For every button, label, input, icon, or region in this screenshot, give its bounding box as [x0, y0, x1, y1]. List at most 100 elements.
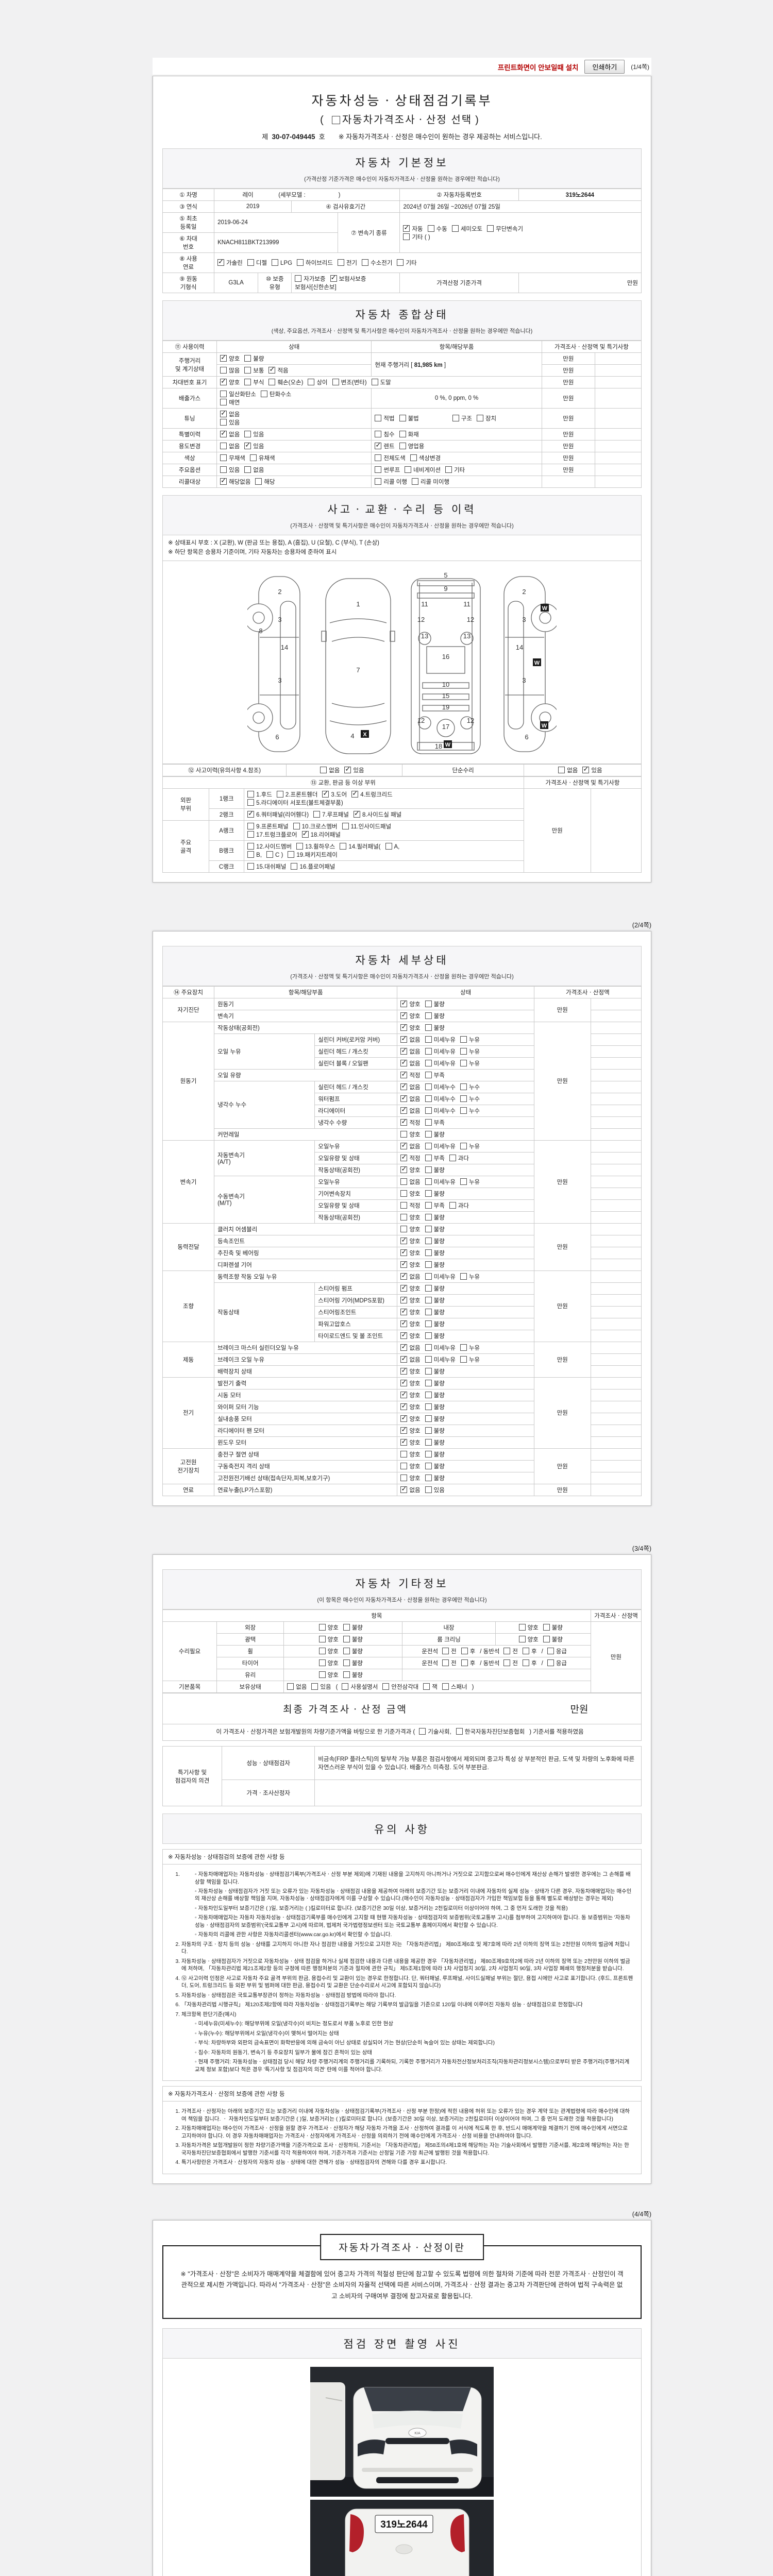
checkbox-option[interactable]: 19.패키지트레이 [288, 851, 338, 859]
checkbox-option[interactable]: 영업용 [399, 442, 424, 450]
checkbox-option[interactable]: 적정 [400, 1201, 421, 1210]
checkbox-option[interactable]: 있음 [220, 466, 240, 474]
checkbox-option[interactable]: 해당 [255, 478, 275, 486]
checkbox-option[interactable]: 있음 [311, 1683, 331, 1691]
checkbox-option[interactable]: 불량 [425, 1320, 445, 1328]
checkbox-checked-icon[interactable] [400, 1165, 408, 1173]
checkbox-icon[interactable] [400, 1474, 408, 1481]
checkbox-option[interactable]: 누유 [460, 1344, 480, 1352]
checkbox-option[interactable]: 양호 [400, 1260, 421, 1269]
checkbox-checked-icon[interactable] [220, 377, 227, 385]
checkbox-option[interactable]: 도말 [371, 378, 391, 386]
checkbox-option[interactable]: 불량 [425, 1225, 445, 1233]
checkbox-icon[interactable] [460, 1355, 467, 1363]
checkbox-checked-icon[interactable] [400, 1307, 408, 1315]
checkbox-icon[interactable] [425, 1462, 432, 1469]
checkbox-option[interactable]: 미세누수 [425, 1083, 456, 1091]
checkbox-icon[interactable] [425, 1237, 432, 1244]
checkbox-icon[interactable] [425, 1450, 432, 1458]
checkbox-option[interactable]: 장치 [476, 414, 496, 422]
checkbox-option[interactable]: 수소전기 [362, 259, 392, 267]
checkbox-icon[interactable] [425, 1178, 432, 1185]
checkbox-icon[interactable] [318, 1647, 326, 1654]
checkbox-option[interactable]: 양호 [400, 1165, 421, 1174]
checkbox-icon[interactable] [460, 1095, 467, 1102]
checkbox-icon[interactable] [308, 379, 315, 385]
checkbox-icon[interactable] [543, 1623, 550, 1631]
checkbox-option[interactable]: 변조(변타) [332, 378, 367, 386]
checkbox-option[interactable]: 미세누수 [425, 1107, 456, 1115]
checkbox-option[interactable]: 무채색 [220, 454, 245, 462]
checkbox-option[interactable]: 미세누유 [425, 1355, 456, 1364]
checkbox-option[interactable]: 보통 [244, 366, 264, 375]
checkbox-option[interactable]: 미세누유 [425, 1142, 456, 1150]
checkbox-icon[interactable] [425, 1332, 432, 1339]
checkbox-option[interactable]: 누유 [460, 1059, 480, 1067]
checkbox-option[interactable]: 있음 [344, 765, 364, 774]
checkbox-option[interactable]: 미세누수 [425, 1095, 456, 1103]
checkbox-option[interactable]: 불량 [343, 1635, 363, 1643]
checkbox-option[interactable]: 없음 [320, 766, 340, 774]
checkbox-option[interactable]: 색상변경 [410, 454, 441, 462]
checkbox-checked-icon[interactable] [400, 1272, 408, 1280]
checkbox-icon[interactable] [425, 1083, 432, 1090]
checkbox-option[interactable]: 안전삼각대 [382, 1683, 418, 1691]
checkbox-option[interactable]: 불량 [425, 1367, 445, 1376]
checkbox-icon[interactable] [425, 1166, 432, 1173]
checkbox-icon[interactable] [220, 367, 227, 374]
checkbox-icon[interactable] [425, 1261, 432, 1268]
checkbox-option[interactable]: 무단변속기 [487, 225, 523, 233]
checkbox-option[interactable]: 침수 [375, 430, 395, 438]
checkbox-icon[interactable] [397, 259, 404, 266]
checkbox-icon[interactable] [518, 1635, 526, 1642]
checkbox-checked-icon[interactable] [400, 1402, 408, 1410]
checkbox-checked-icon[interactable] [400, 1295, 408, 1303]
checkbox-icon[interactable] [518, 1623, 526, 1631]
checkbox-icon[interactable] [371, 379, 378, 385]
checkbox-icon[interactable] [244, 355, 251, 362]
checkbox-icon[interactable] [375, 478, 382, 485]
checkbox-option[interactable]: 8.사이드실 패널 [353, 809, 401, 819]
checkbox-option[interactable]: 적법 [375, 414, 395, 422]
checkbox-option[interactable]: 전기 [337, 259, 357, 267]
checkbox-option[interactable]: 16.플로어패널 [291, 862, 335, 871]
checkbox-option[interactable]: 부족 [425, 1071, 445, 1079]
checkbox-icon[interactable] [425, 1474, 432, 1481]
checkbox-option[interactable]: 13.휠하우스 [296, 842, 335, 851]
checkbox-option[interactable]: 양호 [400, 1331, 421, 1340]
checkbox-option[interactable]: 전체도색 [375, 454, 406, 462]
checkbox-icon[interactable] [247, 831, 255, 838]
checkbox-icon[interactable] [425, 1320, 432, 1327]
checkbox-option[interactable]: 미세누유 [425, 1178, 456, 1186]
checkbox-icon[interactable] [311, 1683, 318, 1690]
checkbox-option[interactable]: 불량 [425, 1403, 445, 1411]
checkbox-option[interactable]: 없음 [400, 1106, 421, 1115]
checkbox-option[interactable]: 불법 [399, 414, 419, 422]
checkbox-option[interactable]: 불량 [343, 1671, 363, 1679]
checkbox-option[interactable]: 네비게이션 [405, 466, 441, 474]
checkbox-icon[interactable] [425, 1249, 432, 1256]
checkbox-checked-icon[interactable] [400, 1141, 408, 1149]
checkbox-option[interactable]: 있음 [425, 1486, 445, 1494]
checkbox-option[interactable]: 양호 [400, 1283, 421, 1293]
checkbox-option[interactable]: 적음 [268, 365, 289, 375]
checkbox-option[interactable]: 수동 [427, 225, 447, 233]
checkbox-option[interactable]: 18.리어패널 [301, 829, 341, 839]
checkbox-icon[interactable] [460, 1059, 467, 1066]
checkbox-option[interactable]: 없음 [400, 1354, 421, 1364]
checkbox-icon[interactable] [400, 1130, 408, 1138]
checkbox-option[interactable]: 리콜 이행 [375, 478, 407, 486]
checkbox-checked-icon[interactable] [375, 441, 382, 449]
checkbox-option[interactable]: 없음 [244, 466, 264, 474]
checkbox-icon[interactable] [400, 1190, 408, 1197]
checkbox-option[interactable]: 불량 [425, 1415, 445, 1423]
checkbox-icon[interactable] [425, 1059, 432, 1066]
checkbox-option[interactable]: 누유 [460, 1178, 480, 1186]
checkbox-icon[interactable] [425, 1190, 432, 1197]
checkbox-option[interactable]: 불량 [425, 1379, 445, 1387]
checkbox-option[interactable]: 양호 [400, 1130, 421, 1139]
checkbox-icon[interactable] [558, 766, 565, 773]
checkbox-option[interactable]: 불량 [425, 1284, 445, 1293]
checkbox-option[interactable]: 후 [523, 1659, 537, 1667]
checkbox-icon[interactable] [543, 1635, 550, 1642]
